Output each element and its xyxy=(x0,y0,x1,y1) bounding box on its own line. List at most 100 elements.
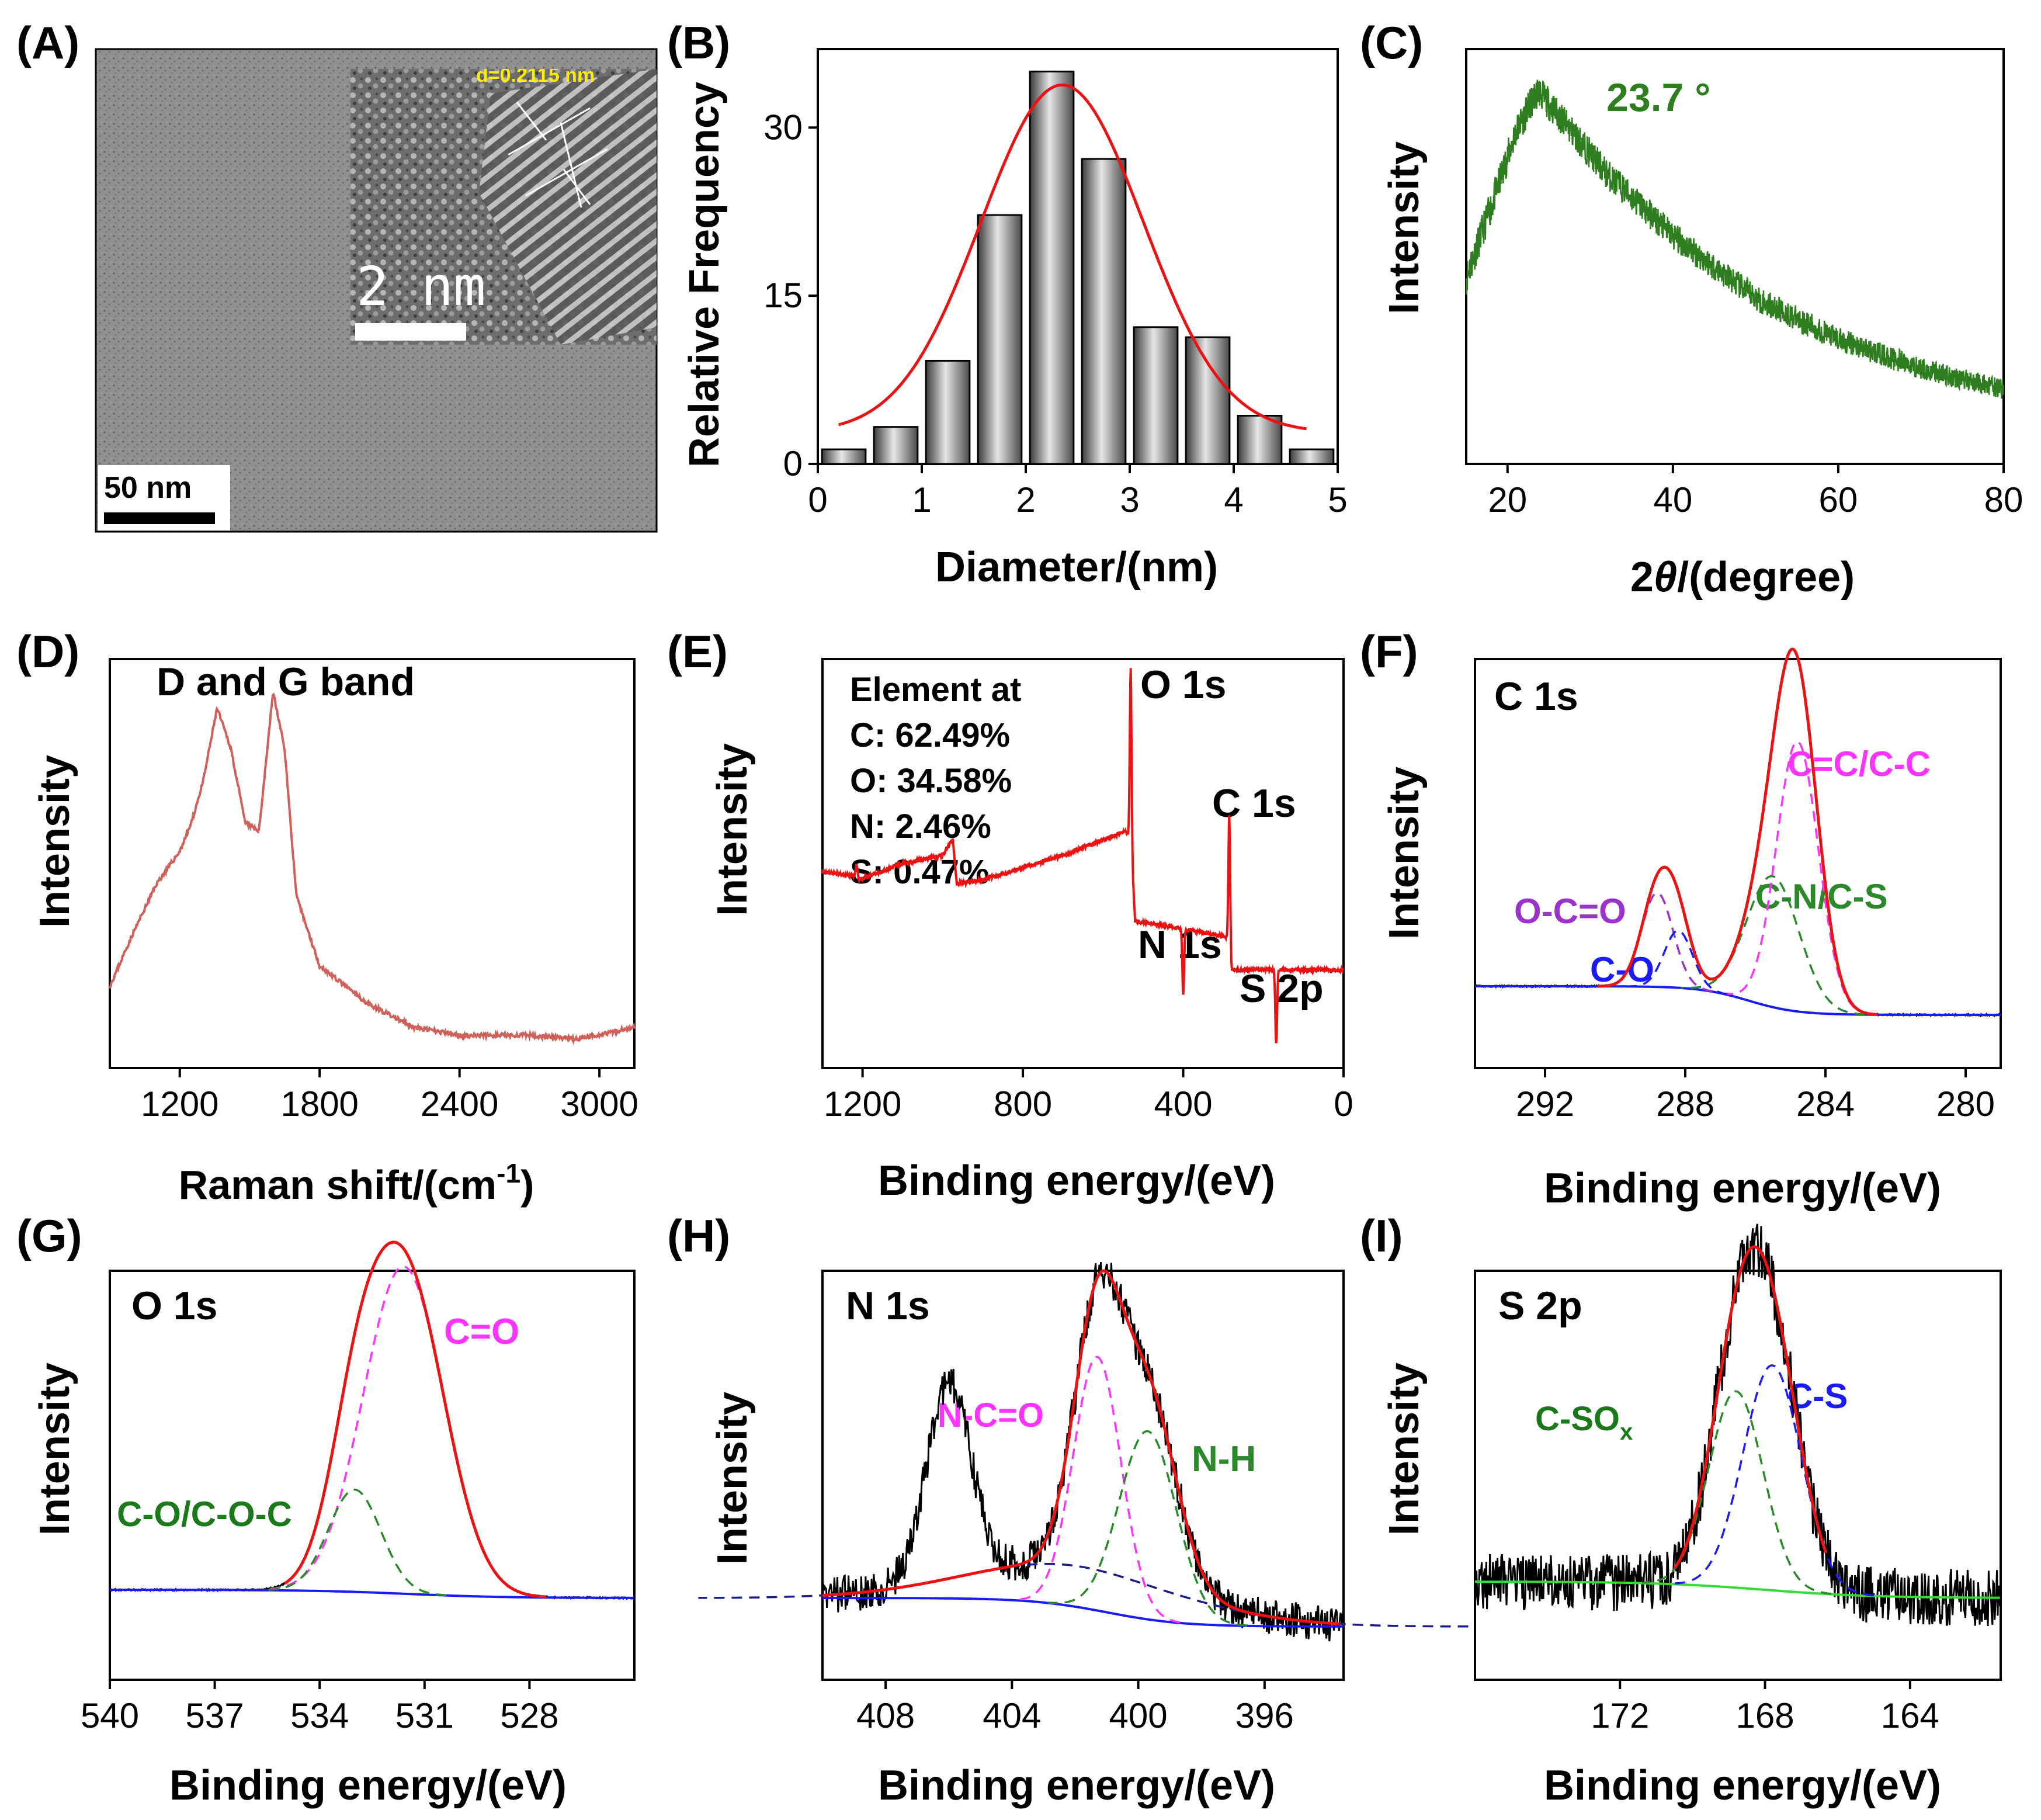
component-label-co: C-O xyxy=(1590,950,1654,989)
panel-label-a: (A) xyxy=(16,17,79,68)
component-curve-g xyxy=(262,1488,447,1597)
histogram-bar xyxy=(1185,336,1231,465)
plot-area-i: 172 168 164 xyxy=(1474,1223,2002,1735)
plot-frame-d xyxy=(109,658,636,1069)
x-tick-label-g: 537 xyxy=(186,1696,244,1735)
x-tick-label-d: 1200 xyxy=(141,1084,218,1124)
x-tick-label-e: 1200 xyxy=(824,1084,901,1124)
peak-label-c1s: C 1s xyxy=(1212,781,1296,826)
plot-area-e: 1200 800 400 0 xyxy=(821,658,1353,1124)
component-curve-i xyxy=(1641,1390,1832,1595)
x-axis-label-c-prefix: 2 xyxy=(1630,554,1654,601)
histogram-bar xyxy=(925,359,971,465)
component-label-nh: N-H xyxy=(1192,1439,1256,1479)
x-tick-label-b: 2 xyxy=(1016,480,1035,519)
y-axis-label-i: Intensity xyxy=(1381,1363,1428,1535)
x-tick-label-g: 534 xyxy=(290,1696,349,1735)
panel-label-h: (H) xyxy=(667,1210,730,1261)
y-axis-label-h: Intensity xyxy=(709,1392,756,1565)
spectrum-title-h: N 1s xyxy=(846,1284,930,1328)
x-axis-label-d-end: ) xyxy=(520,1162,534,1208)
panel-h: (H) Intensity Binding energy/(eV) N 1s N… xyxy=(667,1210,1469,1809)
y-axis-label-c: Intensity xyxy=(1381,141,1428,314)
spectrum-title-g: O 1s xyxy=(131,1284,217,1328)
fit-envelope-f xyxy=(1598,647,1878,1016)
x-tick-label-c: 80 xyxy=(1984,480,2023,519)
x-tick-label-e: 400 xyxy=(1154,1084,1212,1124)
plot-area-d: 1200 1800 2400 3000 xyxy=(109,658,638,1124)
x-tick-label-e: 800 xyxy=(994,1084,1052,1124)
component-label-cncs: C-N/C-S xyxy=(1755,877,1888,916)
x-tick-label-f: 288 xyxy=(1656,1084,1714,1124)
component-curve-i xyxy=(1671,1364,1874,1597)
composition-n: N: 2.46% xyxy=(850,807,991,845)
x-tick-label-g: 540 xyxy=(81,1696,139,1735)
xrd-pattern-line xyxy=(1465,79,2004,399)
histogram-bar xyxy=(1289,448,1335,465)
x-axis-label-g: Binding energy/(eV) xyxy=(169,1762,567,1809)
component-label-cso-main: C-SO xyxy=(1535,1400,1620,1438)
spectrum-title-f: C 1s xyxy=(1494,674,1578,719)
x-tick-label-f: 280 xyxy=(1936,1084,1995,1124)
lattice-spacing-label: d=0.2115 nm xyxy=(476,64,595,86)
baseline-f xyxy=(1475,985,2001,1016)
plot-frame-g xyxy=(109,1270,636,1681)
band-annotation-d: D and G band xyxy=(157,660,415,704)
panel-i: (I) Intensity Binding energy/(eV) S 2p C… xyxy=(1360,1210,2002,1809)
x-tick-label-b: 3 xyxy=(1120,480,1139,519)
x-tick-label-c: 20 xyxy=(1488,480,1527,519)
histogram-bar xyxy=(1029,70,1075,465)
panel-d: (D) Intensity Raman shift/(cm-1) D and G… xyxy=(16,626,638,1208)
x-axis-label-i: Binding energy/(eV) xyxy=(1544,1762,1941,1809)
y-tick-label-b: 0 xyxy=(783,444,803,483)
x-tick-label-g: 528 xyxy=(500,1696,558,1735)
composition-o: O: 34.58% xyxy=(850,762,1012,800)
lattice-marker-line-1 xyxy=(508,107,591,156)
plot-area-b: 0 1 2 3 4 5 0 15 30 xyxy=(763,48,1348,519)
x-tick-label-d: 3000 xyxy=(560,1084,638,1124)
histogram-bar xyxy=(977,214,1023,465)
peak-label-o1s: O 1s xyxy=(1140,663,1226,707)
x-tick-label-b: 0 xyxy=(808,480,827,519)
y-tick-label-b: 30 xyxy=(763,108,803,147)
composition-title: Element at xyxy=(850,671,1021,709)
scale-bar xyxy=(104,512,215,524)
y-tick-label-b: 15 xyxy=(763,276,803,315)
y-axis-label-e: Intensity xyxy=(709,743,756,916)
peak-label-s2p: S 2p xyxy=(1240,966,1324,1011)
fit-envelope-i xyxy=(1673,1245,1828,1569)
x-tick-label-i: 164 xyxy=(1881,1696,1939,1735)
component-label-oco: O-C=O xyxy=(1514,892,1626,931)
panel-label-b: (B) xyxy=(667,17,730,68)
histogram-bar xyxy=(873,426,919,465)
x-tick-label-c: 60 xyxy=(1819,480,1858,519)
gaussian-fit-curve xyxy=(838,84,1307,431)
component-label-co-double: C=O xyxy=(444,1312,519,1352)
hrtem-inset: 2 nm d=0.2115 nm xyxy=(350,64,657,345)
component-curve-h xyxy=(1014,1356,1181,1624)
scale-bar-label: 50 nm xyxy=(104,471,192,505)
panel-label-e: (E) xyxy=(667,626,728,677)
histogram-bar xyxy=(1237,414,1283,465)
inset-scale-bar xyxy=(355,323,466,341)
y-axis-label-b: Relative Frequency xyxy=(681,82,728,467)
panel-label-g: (G) xyxy=(16,1210,82,1261)
component-curve-h xyxy=(698,1562,1469,1628)
panel-b: (B) Relative Frequency Diameter/(nm) 0 1 2… xyxy=(667,17,1348,591)
x-tick-label-h: 396 xyxy=(1235,1696,1294,1735)
x-tick-label-d: 2400 xyxy=(421,1084,498,1124)
x-tick-label-g: 531 xyxy=(395,1696,454,1735)
panel-label-f: (F) xyxy=(1360,626,1418,677)
x-tick-label-b: 4 xyxy=(1224,480,1243,519)
x-axis-label-d: Raman shift/(cm-1) xyxy=(179,1158,534,1208)
x-tick-label-b: 5 xyxy=(1328,480,1347,519)
x-axis-label-c-theta: θ xyxy=(1654,554,1677,601)
y-axis-label-f: Intensity xyxy=(1381,767,1428,940)
plot-frame-c xyxy=(1465,48,2005,465)
baseline-g xyxy=(110,1589,634,1599)
x-axis-label-d-main: Raman shift/(cm xyxy=(179,1162,497,1208)
component-curve-f xyxy=(1629,929,1728,996)
component-label-co-coc: C-O/C-O-C xyxy=(117,1495,292,1534)
xps-survey-line xyxy=(821,668,1344,1044)
x-axis-label-f: Binding energy/(eV) xyxy=(1544,1165,1941,1212)
